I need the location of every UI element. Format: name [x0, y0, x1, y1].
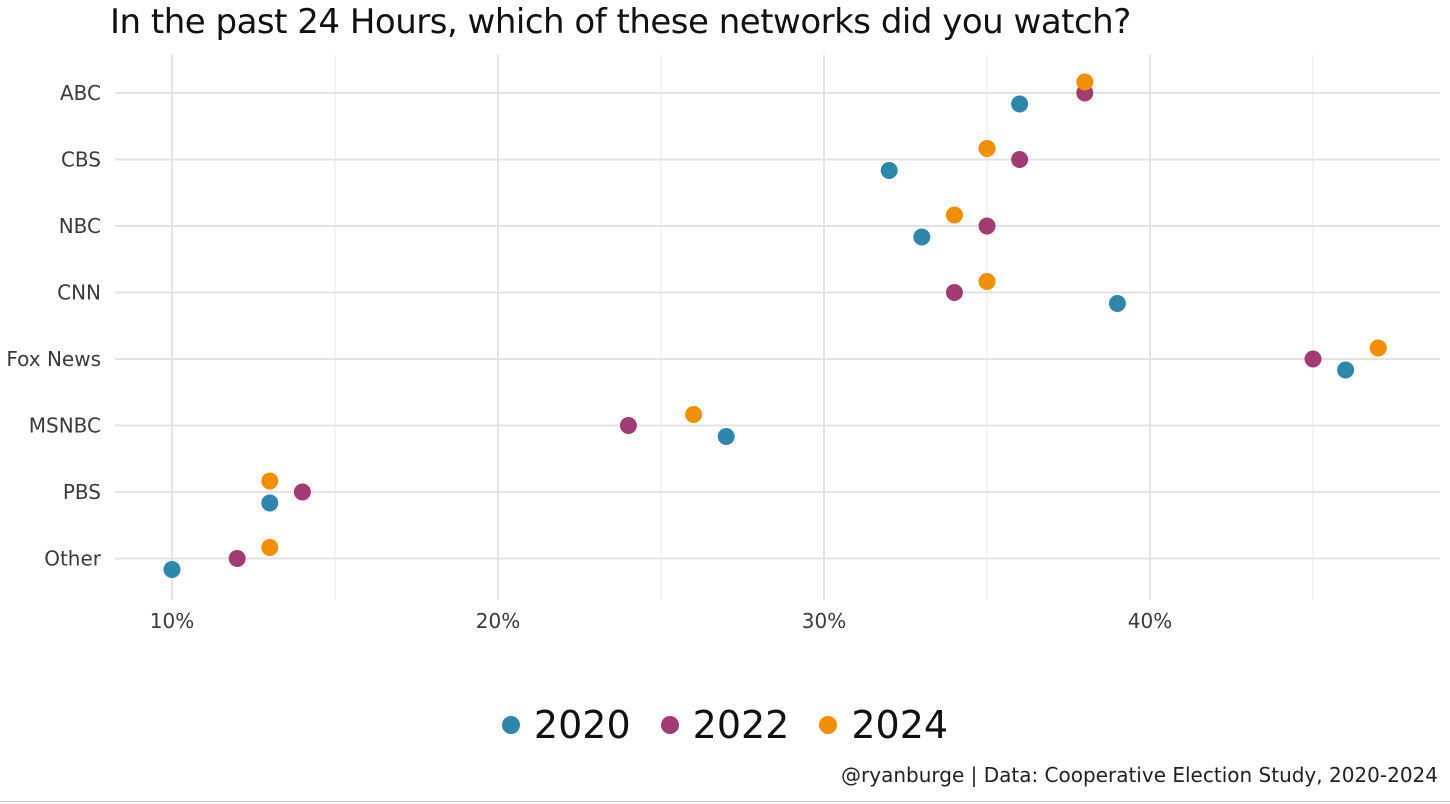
legend-label: 2024 — [851, 703, 949, 747]
legend: 2020 2022 2024 — [0, 700, 1450, 750]
y-tick-label: NBC — [59, 214, 101, 238]
point-2022-nbc — [978, 217, 996, 235]
point-2022-pbs — [293, 483, 311, 501]
point-2024-other — [261, 539, 279, 556]
x-tick-label: 40% — [1128, 609, 1172, 633]
point-2024-msnbc — [685, 406, 703, 423]
x-axis-labels: 10% 20% 30% 40% — [150, 609, 1172, 633]
point-2024-pbs — [261, 472, 279, 490]
point-2024-cnn — [978, 273, 996, 290]
point-2022-cnn — [945, 284, 963, 301]
point-2024-abc — [1076, 73, 1094, 91]
legend-item-2024: 2024 — [819, 703, 948, 747]
source-caption: @ryanburge | Data: Cooperative Election … — [841, 763, 1438, 787]
point-2020-pbs — [261, 494, 279, 512]
point-2020-abc — [1011, 95, 1029, 113]
point-2022-cbs — [1011, 151, 1029, 168]
x-tick-label: 20% — [476, 609, 520, 633]
legend-item-2020: 2020 — [501, 703, 631, 747]
data-points — [163, 73, 1387, 578]
y-tick-label: CBS — [61, 148, 101, 172]
legend-dot-icon — [660, 716, 679, 734]
chart-title: In the past 24 Hours, which of these net… — [110, 2, 1131, 42]
x-tick-label: 30% — [802, 609, 846, 633]
x-tick-label: 10% — [150, 609, 194, 633]
point-2020-other — [163, 561, 181, 578]
y-tick-label: PBS — [63, 480, 101, 504]
y-tick-label: MSNBC — [29, 414, 101, 438]
y-tick-label: CNN — [57, 281, 101, 305]
legend-item-2022: 2022 — [660, 703, 790, 747]
point-2020-nbc — [913, 228, 931, 246]
legend-label: 2020 — [533, 703, 631, 747]
point-2022-other — [228, 550, 246, 567]
legend-dot-icon — [501, 716, 520, 734]
bottom-divider — [0, 801, 1450, 802]
point-2024-fox-news — [1369, 339, 1387, 357]
y-tick-label: ABC — [60, 81, 101, 105]
point-2020-cbs — [880, 162, 898, 179]
y-axis-labels: ABC CBS NBC CNN Fox News MSNBC PBS Other — [6, 81, 101, 571]
y-tick-label: Fox News — [6, 347, 101, 371]
point-2024-cbs — [978, 140, 996, 157]
dot-plot: ABC CBS NBC CNN Fox News MSNBC PBS Other 10% 20%… — [6, 55, 1440, 633]
point-2022-msnbc — [619, 417, 637, 434]
point-2024-nbc — [945, 206, 963, 224]
legend-dot-icon — [819, 716, 838, 734]
grid-lines — [115, 55, 1440, 600]
point-2020-msnbc — [717, 428, 735, 445]
point-2020-cnn — [1108, 295, 1126, 312]
legend-label: 2022 — [692, 703, 790, 747]
point-2020-fox-news — [1337, 361, 1355, 379]
point-2022-fox-news — [1304, 350, 1322, 368]
y-tick-label: Other — [44, 547, 102, 571]
